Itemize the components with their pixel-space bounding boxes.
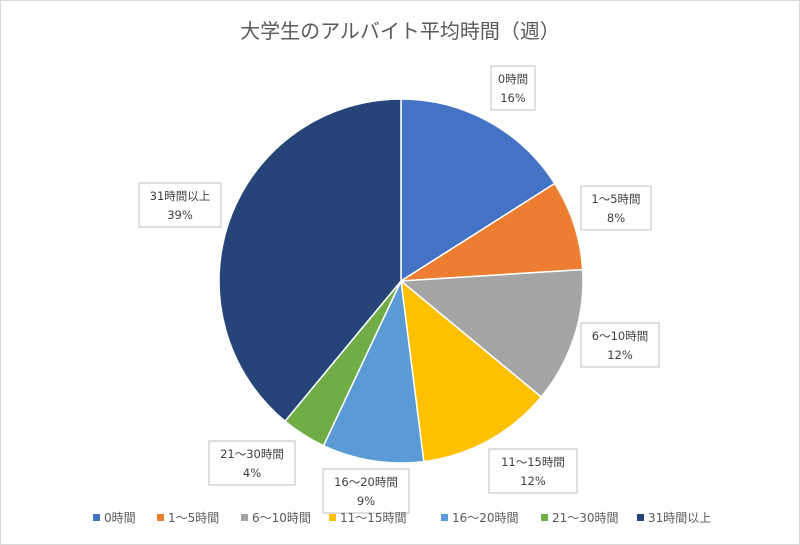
data-label-percent: 12%: [607, 348, 633, 362]
legend-swatch: [441, 514, 448, 521]
data-label-box: [208, 440, 296, 486]
data-label-3: 6～10時間 12%: [580, 322, 660, 368]
legend-item-4: 11～15時間: [329, 511, 407, 525]
legend-label: 11～15時間: [340, 511, 407, 525]
data-label-percent: 4%: [243, 466, 261, 480]
data-label-percent: 16%: [500, 91, 526, 105]
data-label-box: [322, 468, 410, 514]
legend-item-7: 31時間以上: [637, 511, 711, 525]
legend-swatch: [241, 514, 248, 521]
legend-label: 31時間以上: [648, 511, 711, 525]
data-label-2: 1～5時間 8%: [580, 185, 652, 231]
legend-item-3: 6～10時間: [241, 511, 311, 525]
legend-item-1: 0時間: [93, 511, 136, 525]
data-label-percent: 9%: [357, 494, 375, 508]
legend-swatch: [93, 514, 100, 521]
pie-slice-4: [400, 279, 543, 463]
data-label-category: 21～30時間: [220, 447, 284, 461]
legend-label: 1～5時間: [168, 511, 219, 525]
legend-swatch: [329, 514, 336, 521]
data-labels: 0時間16%1～5時間8%6～10時間12%11～15時間12%16～20時間9…: [138, 65, 660, 514]
legend: 0時間 1～5時間 6～10時間 11～15時間 16～20時間 21～30時間 31時間以…: [93, 511, 711, 525]
data-label-box: [488, 448, 578, 494]
pie-slice-5: [322, 278, 425, 464]
data-label-category: 6～10時間: [592, 329, 648, 343]
data-label-category: 11～15時間: [501, 455, 565, 469]
data-label-6: 21～30時間 4%: [208, 440, 296, 486]
data-label-box: [580, 185, 652, 231]
legend-item-2: 1～5時間: [157, 511, 219, 525]
chart-title: 大学生のアルバイト平均時間（週）: [240, 19, 560, 43]
data-label-percent: 8%: [607, 211, 625, 225]
legend-label: 0時間: [104, 511, 136, 525]
pie-slice-7: [218, 98, 402, 423]
legend-item-5: 16～20時間: [441, 511, 519, 525]
pie-slice-1: [400, 98, 556, 283]
data-label-7: 31時間以上 39%: [138, 182, 222, 228]
legend-swatch: [541, 514, 548, 521]
data-label-category: 1～5時間: [591, 192, 640, 206]
data-label-box: [490, 65, 536, 111]
pie-slices: [218, 98, 584, 464]
data-label-5: 16～20時間 9%: [322, 468, 410, 514]
legend-label: 16～20時間: [452, 511, 519, 525]
data-label-category: 0時間: [498, 72, 528, 86]
legend-item-6: 21～30時間: [541, 511, 619, 525]
legend-swatch: [157, 514, 164, 521]
data-label-percent: 12%: [520, 474, 546, 488]
data-label-4: 11～15時間 12%: [488, 448, 578, 494]
pie-slice-3: [399, 268, 584, 399]
data-label-box: [138, 182, 222, 228]
data-label-category: 16～20時間: [334, 475, 398, 489]
legend-label: 6～10時間: [252, 511, 311, 525]
data-label-box: [580, 322, 660, 368]
legend-swatch: [637, 514, 644, 521]
data-label-category: 31時間以上: [150, 189, 211, 203]
pie-slice-2: [400, 182, 584, 282]
legend-label: 21～30時間: [552, 511, 619, 525]
data-label-percent: 39%: [167, 208, 193, 222]
